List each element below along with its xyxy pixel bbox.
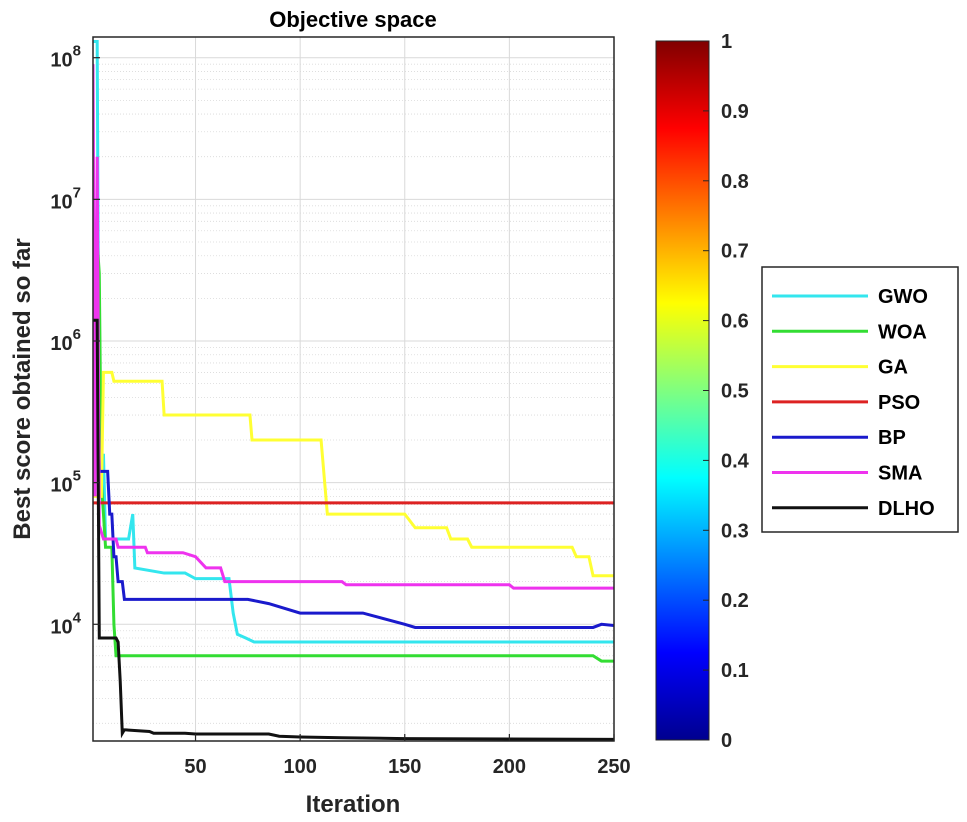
colorbar-tick-label: 1 bbox=[721, 31, 732, 53]
legend-box bbox=[761, 266, 959, 533]
legend-label-pso: PSO bbox=[878, 392, 920, 414]
colorbar-tick-label: 0.9 bbox=[721, 101, 749, 123]
y-tick-label: 105 bbox=[50, 468, 81, 497]
colorbar-tick-label: 0.5 bbox=[721, 381, 749, 403]
x-tick-label: 100 bbox=[283, 756, 316, 778]
legend-label-gwo: GWO bbox=[878, 286, 928, 308]
x-tick-label: 150 bbox=[388, 756, 421, 778]
legend-label-woa: WOA bbox=[878, 321, 927, 343]
x-tick-label: 50 bbox=[184, 756, 206, 778]
colorbar-tick-label: 0.8 bbox=[721, 171, 749, 193]
series-line-bp bbox=[93, 339, 614, 629]
colorbar-ticks: 0 0.1 0.2 0.3 0.4 0.5 0.6 0.7 0.8 0.9 1 bbox=[703, 31, 750, 752]
colorbar-tick-label: 0.3 bbox=[721, 520, 749, 542]
plot-area bbox=[93, 37, 614, 741]
y-tick-label: 107 bbox=[50, 184, 81, 213]
x-tick-label: 200 bbox=[493, 756, 526, 778]
colorbar-tick-label: 0.2 bbox=[721, 590, 749, 612]
legend-label-sma: SMA bbox=[878, 463, 922, 485]
legend-label-ga: GA bbox=[878, 357, 908, 379]
y-tick-label: 104 bbox=[50, 609, 81, 638]
colorbar-tick-label: 0.6 bbox=[721, 311, 749, 333]
chart-title: Objective space bbox=[269, 7, 437, 32]
y-tick-label: 106 bbox=[50, 326, 81, 355]
legend: GWO WOA GA PSO BP SMA DLHO bbox=[761, 266, 959, 533]
x-axis-ticks: 50 100 150 200 250 bbox=[184, 734, 631, 778]
colorbar-tick-label: 0.4 bbox=[721, 450, 750, 472]
x-tick-label: 250 bbox=[597, 756, 630, 778]
colorbar-tick-label: 0.7 bbox=[721, 241, 749, 263]
colorbar bbox=[655, 40, 710, 741]
x-axis-label: Iteration bbox=[306, 791, 401, 818]
y-axis-label: Best score obtained so far bbox=[9, 238, 36, 539]
plot-frame bbox=[92, 36, 615, 742]
series-line-ga bbox=[93, 370, 614, 578]
series-lines bbox=[93, 40, 614, 741]
legend-label-dlho: DLHO bbox=[878, 498, 935, 520]
series-line-dlho bbox=[93, 318, 614, 741]
y-tick-label: 108 bbox=[50, 43, 81, 72]
colorbar-tick-label: 0 bbox=[721, 730, 732, 752]
colorbar-tick-label: 0.1 bbox=[721, 660, 749, 682]
y-axis-ticks: 104 105 106 107 108 bbox=[50, 43, 100, 638]
legend-label-bp: BP bbox=[878, 427, 906, 449]
